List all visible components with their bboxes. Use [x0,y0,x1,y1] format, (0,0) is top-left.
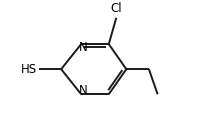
Text: HS: HS [21,63,37,76]
Text: Cl: Cl [110,2,122,15]
Text: N: N [79,84,87,97]
Text: N: N [79,41,87,54]
